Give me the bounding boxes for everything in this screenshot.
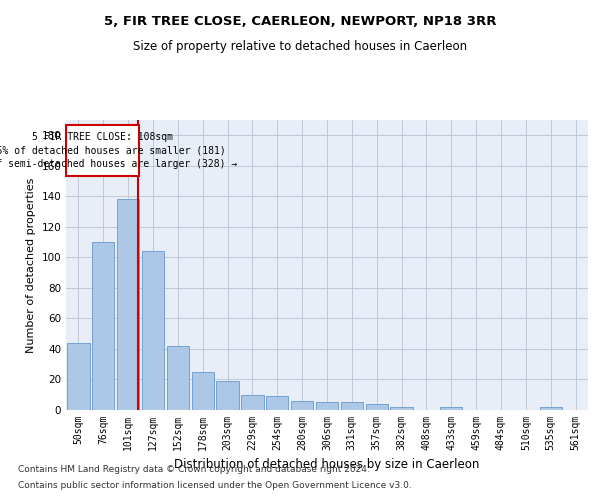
Text: 64% of semi-detached houses are larger (328) →: 64% of semi-detached houses are larger (… bbox=[0, 160, 238, 170]
Bar bbox=[539, 407, 562, 410]
Bar bbox=[365, 404, 388, 410]
Text: Contains HM Land Registry data © Crown copyright and database right 2024.: Contains HM Land Registry data © Crown c… bbox=[18, 466, 370, 474]
Bar bbox=[167, 346, 189, 410]
Bar bbox=[191, 372, 214, 410]
Bar bbox=[440, 407, 463, 410]
Text: Contains public sector information licensed under the Open Government Licence v3: Contains public sector information licen… bbox=[18, 480, 412, 490]
Bar bbox=[117, 200, 139, 410]
Bar bbox=[266, 396, 289, 410]
Bar bbox=[92, 242, 115, 410]
Bar bbox=[67, 343, 89, 410]
Bar bbox=[142, 252, 164, 410]
X-axis label: Distribution of detached houses by size in Caerleon: Distribution of detached houses by size … bbox=[175, 458, 479, 471]
Bar bbox=[316, 402, 338, 410]
Bar bbox=[241, 394, 263, 410]
Y-axis label: Number of detached properties: Number of detached properties bbox=[26, 178, 36, 352]
Text: 5, FIR TREE CLOSE, CAERLEON, NEWPORT, NP18 3RR: 5, FIR TREE CLOSE, CAERLEON, NEWPORT, NP… bbox=[104, 15, 496, 28]
Text: ← 35% of detached houses are smaller (181): ← 35% of detached houses are smaller (18… bbox=[0, 146, 226, 156]
Bar bbox=[217, 381, 239, 410]
Text: 5 FIR TREE CLOSE: 108sqm: 5 FIR TREE CLOSE: 108sqm bbox=[32, 132, 173, 142]
Bar bbox=[391, 407, 413, 410]
Bar bbox=[66, 124, 139, 176]
Bar bbox=[341, 402, 363, 410]
Text: Size of property relative to detached houses in Caerleon: Size of property relative to detached ho… bbox=[133, 40, 467, 53]
Bar bbox=[291, 401, 313, 410]
